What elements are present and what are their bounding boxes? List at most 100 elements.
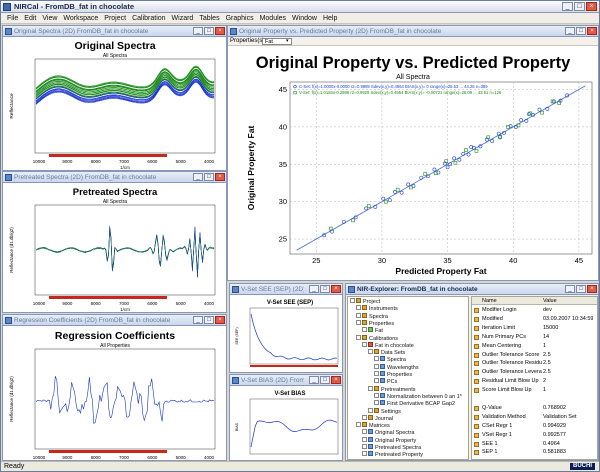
expand-toggle-icon[interactable] [356, 312, 361, 318]
expand-toggle-icon[interactable] [374, 363, 379, 369]
menu-item-project[interactable]: Project [104, 14, 127, 22]
tree-item[interactable]: Instruments [356, 305, 398, 313]
expand-toggle-icon[interactable] [368, 407, 373, 413]
window-regression-titlebar[interactable]: Regression Coefficients (2D) FromDB_fat … [3, 315, 226, 326]
menu-item-edit[interactable]: Edit [24, 14, 37, 22]
tree-item[interactable]: Project [350, 298, 380, 306]
tree-item[interactable]: First Derivative BCAP Gap2 [374, 400, 455, 408]
tree-item[interactable]: Wavelengths [374, 363, 419, 372]
window-nir-explorer[interactable]: NIR-Explorer: FromDB_fat in chocolate _ … [345, 283, 599, 461]
tree-item[interactable]: Data Sets [368, 349, 405, 357]
window-bias-titlebar[interactable]: V-Set BIAS (2D) FromDB... _ □ × [230, 375, 342, 386]
window-original-spectra[interactable]: Original Spectra (2D) FromDB_fat in choc… [2, 25, 227, 171]
expand-toggle-icon[interactable] [374, 400, 379, 406]
window-vset-sep[interactable]: V-Set SEE (SEP) (2D) Fro... _ □ × V-Set … [229, 283, 343, 373]
property-row[interactable]: Mean Centering 1 [472, 342, 597, 350]
property-row[interactable]: Residual Limit Blow Up 2 [472, 377, 597, 385]
window-pretreated-spectra[interactable]: Pretreated Spectra (2D) FromDB_fat in ch… [2, 171, 227, 313]
menu-item-workspace[interactable]: Workspace [63, 14, 99, 22]
name-column-header[interactable]: Name [482, 298, 497, 304]
expand-toggle-icon[interactable] [356, 319, 361, 325]
maximize-button[interactable]: □ [204, 27, 214, 35]
minimize-button[interactable]: _ [193, 27, 203, 35]
property-row[interactable]: Modified 03.09.2007 10:34:59 [472, 315, 597, 323]
expand-toggle-icon[interactable] [374, 378, 379, 384]
tree-item[interactable]: Calibrations [356, 334, 398, 343]
maximize-button[interactable]: □ [320, 376, 330, 384]
property-row[interactable]: Iteration Limit 15000 [472, 324, 597, 332]
menu-item-file[interactable]: File [7, 14, 19, 22]
tree-item[interactable]: Normalization between 0 an 1* [374, 392, 462, 401]
menu-item-window[interactable]: Window [292, 14, 317, 22]
expand-toggle-icon[interactable] [362, 429, 367, 435]
expand-toggle-icon[interactable] [368, 349, 373, 355]
property-row[interactable]: CSet Regr 1 0.994929 [472, 422, 597, 430]
maximize-button[interactable]: □ [320, 285, 330, 293]
expand-toggle-icon[interactable] [368, 385, 373, 391]
tree-item[interactable]: Matrices [356, 422, 390, 430]
window-ovp-titlebar[interactable]: Original Property vs. Predicted Property… [228, 26, 598, 37]
close-button[interactable]: × [331, 376, 341, 384]
property-row[interactable]: Score Limit Blow Up 1 [472, 386, 597, 394]
property-row[interactable]: SEE 1 0.4964 [472, 440, 597, 448]
property-grid[interactable]: Name Value Modifier Login dev Modified 03.09.… [471, 296, 598, 460]
tree-item[interactable]: Fat in chocolate [362, 341, 414, 350]
expand-toggle-icon[interactable] [362, 341, 367, 347]
window-regression-coefficients[interactable]: Regression Coefficients (2D) FromDB_fat … [2, 314, 227, 461]
menu-item-graphics[interactable]: Graphics [225, 14, 254, 22]
property-row[interactable]: VSet Regr 1 0.992577 [472, 431, 597, 439]
property-row[interactable]: Outlier Tolerance Residual 2.5 [472, 359, 597, 367]
tree-item[interactable]: Settings [368, 407, 401, 416]
minimize-button[interactable]: _ [309, 285, 319, 293]
chevron-down-icon[interactable]: ▾ [286, 38, 289, 44]
app-close-button[interactable]: × [586, 2, 597, 11]
close-button[interactable]: × [587, 285, 597, 293]
menu-item-view[interactable]: View [42, 14, 58, 22]
tree-item[interactable]: Properties [374, 371, 412, 379]
property-row[interactable]: Validation Method Validation Set [472, 413, 597, 421]
window-vset-bias[interactable]: V-Set BIAS (2D) FromDB... _ □ × V-Set BI… [229, 374, 343, 461]
property-row[interactable]: Outlier Tolerance Leverage 2.5 [472, 368, 597, 376]
expand-toggle-icon[interactable] [362, 327, 367, 333]
close-button[interactable]: × [587, 27, 597, 35]
tree-item[interactable]: Spectra [356, 312, 388, 321]
window-original-vs-predicted[interactable]: Original Property vs. Predicted Property… [227, 25, 599, 281]
minimize-button[interactable]: _ [309, 376, 319, 384]
tree-item[interactable]: Pretreatments [368, 385, 416, 394]
tree-item[interactable]: Pretreated Spectra [362, 444, 421, 452]
window-explorer-titlebar[interactable]: NIR-Explorer: FromDB_fat in chocolate _ … [346, 284, 598, 295]
minimize-button[interactable]: _ [193, 316, 203, 324]
property-row[interactable] [472, 395, 597, 403]
properties-select[interactable]: Fat [262, 38, 292, 45]
minimize-button[interactable]: _ [565, 285, 575, 293]
property-row[interactable]: Q-Value 0.768902 [472, 404, 597, 412]
property-row[interactable]: Num Primary PCs 14 [472, 333, 597, 341]
window-original-spectra-titlebar[interactable]: Original Spectra (2D) FromDB_fat in choc… [3, 26, 226, 37]
tree-item[interactable]: Properties [356, 319, 394, 328]
window-pretreated-titlebar[interactable]: Pretreated Spectra (2D) FromDB_fat in ch… [3, 172, 226, 183]
maximize-button[interactable]: □ [576, 27, 586, 35]
value-column-header[interactable]: Value [543, 298, 557, 304]
expand-toggle-icon[interactable] [362, 414, 367, 420]
minimize-button[interactable]: _ [565, 27, 575, 35]
close-button[interactable]: × [331, 285, 341, 293]
expand-toggle-icon[interactable] [356, 334, 361, 340]
window-sep-titlebar[interactable]: V-Set SEE (SEP) (2D) Fro... _ □ × [230, 284, 342, 295]
tree-item[interactable]: Fat [362, 327, 383, 335]
maximize-button[interactable]: □ [576, 285, 586, 293]
expand-toggle-icon[interactable] [374, 371, 379, 376]
app-minimize-button[interactable]: _ [562, 2, 573, 11]
menu-item-help[interactable]: Help [322, 14, 338, 22]
expand-toggle-icon[interactable] [350, 298, 355, 303]
property-row[interactable]: Outlier Tolerance Score 2.5 [472, 351, 597, 359]
app-maximize-button[interactable]: □ [574, 2, 585, 11]
expand-toggle-icon[interactable] [362, 436, 367, 442]
expand-toggle-icon[interactable] [356, 305, 361, 311]
close-button[interactable]: × [215, 173, 225, 181]
tree-item[interactable]: Original Spectra [362, 429, 414, 437]
expand-toggle-icon[interactable] [356, 422, 361, 428]
tree-item[interactable]: Original Property [362, 436, 416, 445]
menu-item-calibration[interactable]: Calibration [132, 14, 166, 22]
close-button[interactable]: × [215, 316, 225, 324]
expand-toggle-icon[interactable] [374, 356, 379, 362]
